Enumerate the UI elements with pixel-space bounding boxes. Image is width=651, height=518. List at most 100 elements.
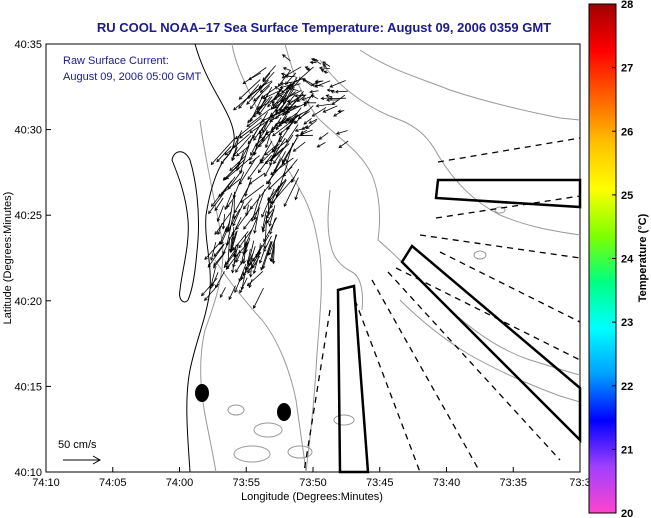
current-vector: [273, 245, 275, 264]
current-vector-head: [213, 262, 217, 267]
current-vector: [234, 184, 251, 213]
current-vector: [235, 205, 253, 230]
current-vector: [294, 105, 314, 124]
current-vector-head: [255, 143, 259, 147]
bathymetry-contour: [333, 414, 355, 426]
x-tick-label: 73:40: [433, 477, 461, 489]
current-vector-head: [263, 248, 267, 253]
current-vector-head: [248, 262, 252, 267]
current-vector-head: [282, 112, 286, 116]
current-vector-head: [245, 212, 249, 217]
current-vector-head: [214, 284, 219, 289]
current-vector-head: [204, 256, 208, 261]
colorbar-tick-label: 25: [621, 190, 633, 202]
current-vector-head: [225, 175, 229, 180]
current-vector-head: [274, 86, 279, 90]
current-vector-head: [318, 66, 323, 70]
current-vector-head: [276, 92, 281, 96]
current-vector: [247, 271, 264, 286]
current-vector-head: [270, 113, 274, 118]
current-vector: [286, 112, 298, 122]
station-marker: [277, 403, 291, 421]
bathymetry-contour: [473, 250, 487, 260]
current-vector-head: [225, 266, 230, 270]
current-vector-head: [269, 231, 273, 235]
current-vector-head: [301, 126, 306, 130]
current-vector-head: [258, 111, 262, 116]
current-vector-head: [259, 89, 264, 93]
current-vector-head: [267, 103, 271, 108]
current-vector: [338, 110, 345, 112]
current-vector: [227, 237, 230, 269]
current-vector: [285, 124, 299, 143]
colorbar-tick-label: 20: [621, 508, 633, 518]
current-vector-head: [271, 102, 276, 106]
current-vector: [277, 92, 284, 99]
current-vector: [311, 84, 324, 87]
y-tick-label: 40:25: [14, 210, 42, 222]
current-vector: [208, 194, 224, 214]
current-vector-head: [248, 181, 253, 185]
current-vector-head: [253, 305, 257, 309]
current-vector-head: [286, 99, 291, 104]
current-vector-head: [239, 289, 243, 294]
current-vector: [224, 249, 236, 265]
current-vector: [286, 83, 301, 89]
current-vector: [247, 248, 251, 263]
current-vector: [317, 142, 326, 148]
current-vector-head: [322, 61, 326, 65]
current-vector: [227, 169, 243, 190]
current-vector: [228, 285, 236, 300]
current-vector-head: [269, 162, 273, 167]
current-vector-head: [294, 133, 299, 138]
current-vector-head: [258, 84, 263, 88]
bathymetry-contour: [227, 404, 245, 416]
current-vector-head: [209, 285, 213, 290]
current-vector-head: [320, 69, 325, 73]
current-vector: [302, 78, 313, 87]
current-vector: [284, 105, 301, 109]
current-vector-head: [242, 80, 247, 85]
current-vector: [282, 137, 298, 165]
current-vector: [238, 84, 260, 109]
current-vector-head: [268, 223, 272, 227]
current-vector: [227, 208, 241, 231]
current-vector-head: [227, 186, 232, 190]
current-vector-head: [218, 193, 222, 197]
current-vector-head: [236, 167, 240, 172]
radial-dashed-line: [439, 251, 581, 323]
current-vector-head: [220, 241, 224, 245]
current-vector: [300, 129, 313, 136]
current-vector: [246, 108, 271, 127]
current-vector: [269, 179, 287, 209]
current-vector: [225, 251, 240, 270]
current-vector-head: [210, 257, 214, 261]
current-vector-head: [261, 228, 266, 233]
current-vector-head: [246, 101, 250, 105]
scale-label: 50 cm/s: [58, 439, 97, 451]
current-vectors: [201, 54, 349, 309]
current-vector-head: [326, 88, 331, 93]
radial-dashed-line: [437, 137, 581, 163]
colorbar-tick-label: 21: [621, 444, 633, 456]
current-vector: [283, 177, 299, 207]
current-vector-head: [259, 106, 263, 110]
current-vector-head: [240, 276, 245, 281]
current-vector-head: [310, 83, 315, 87]
current-vector-head: [282, 54, 286, 58]
current-vector: [301, 125, 308, 130]
current-vector: [230, 236, 234, 252]
current-vector: [282, 54, 291, 62]
current-vector-head: [221, 225, 226, 230]
current-vector: [264, 163, 272, 177]
current-vector-head: [253, 216, 257, 221]
current-vector-head: [270, 258, 274, 263]
current-vector: [268, 166, 293, 190]
current-vector: [311, 58, 319, 61]
current-vector-head: [231, 157, 235, 162]
current-vector-head: [240, 199, 244, 203]
current-vector: [286, 142, 294, 164]
current-vector-head: [211, 283, 215, 287]
current-vector: [266, 209, 275, 224]
current-vector-head: [315, 103, 320, 108]
